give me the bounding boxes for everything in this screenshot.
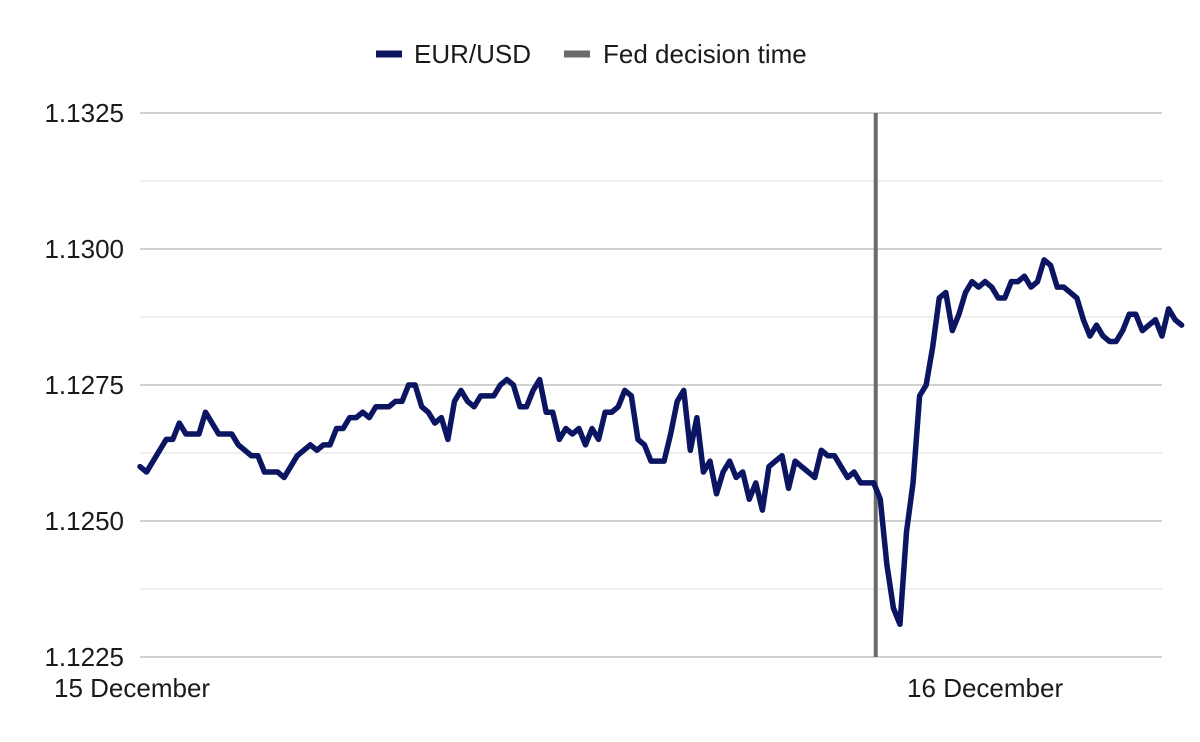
x-axis: 15 December 16 December xyxy=(54,673,1063,703)
y-tick-label: 1.1250 xyxy=(44,506,124,536)
y-tick-label: 1.1225 xyxy=(44,642,124,672)
legend: EUR/USD Fed decision time xyxy=(376,39,807,69)
y-tick-label: 1.1275 xyxy=(44,370,124,400)
legend-label-eurusd: EUR/USD xyxy=(414,39,531,69)
y-tick-label: 1.1300 xyxy=(44,234,124,264)
x-tick-label: 15 December xyxy=(54,673,210,703)
legend-label-fed-decision: Fed decision time xyxy=(603,39,807,69)
y-axis: 1.1225 1.1250 1.1275 1.1300 1.1325 xyxy=(44,98,124,672)
y-tick-label: 1.1325 xyxy=(44,98,124,128)
plot-area xyxy=(137,113,1185,657)
x-tick-label: 16 December xyxy=(907,673,1063,703)
eurusd-series-line xyxy=(137,257,1185,628)
gridlines xyxy=(140,112,1162,658)
